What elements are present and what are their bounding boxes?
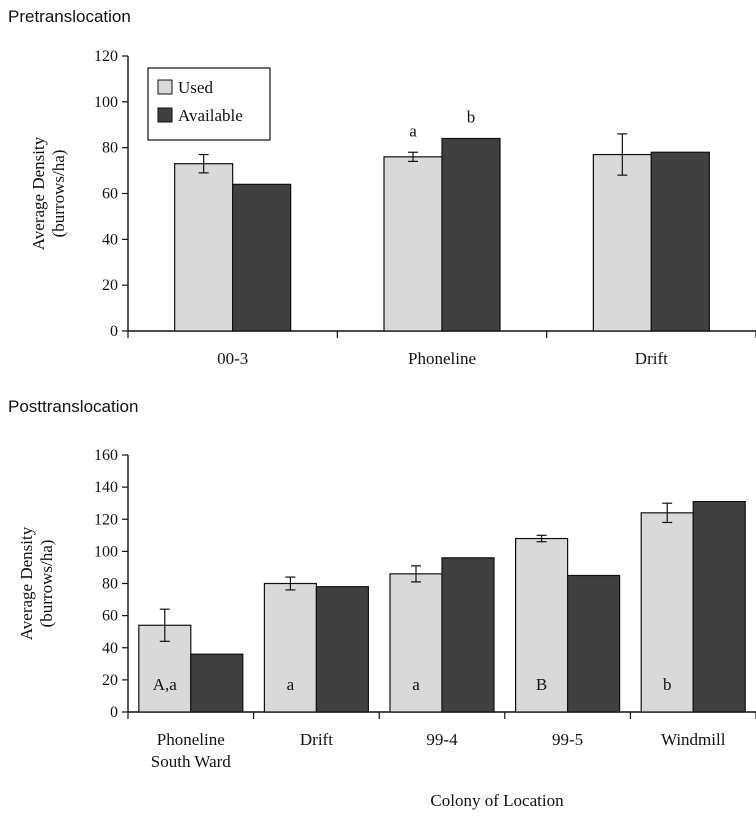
bar-available bbox=[232, 183, 292, 332]
y-tick-label: 100 bbox=[94, 94, 118, 111]
bar-used bbox=[174, 163, 234, 332]
x-tick-label: Phoneline bbox=[157, 730, 225, 749]
significance-label: A,a bbox=[153, 675, 178, 694]
x-tick-label: 00-3 bbox=[217, 349, 248, 368]
y-tick-label: 0 bbox=[110, 323, 118, 340]
legend-swatch-used bbox=[157, 79, 173, 95]
x-tick-label: Windmill bbox=[661, 730, 726, 749]
significance-label: b bbox=[663, 675, 672, 694]
bar-available bbox=[190, 653, 244, 713]
bar-used bbox=[592, 153, 652, 332]
x-axis-title: Colony of Location bbox=[430, 791, 564, 810]
bar-available bbox=[315, 586, 369, 713]
top-panel-title: Pretranslocation bbox=[8, 7, 131, 26]
x-tick-label: Drift bbox=[635, 349, 668, 368]
legend-label: Used bbox=[178, 78, 213, 97]
y-tick-label: 20 bbox=[102, 672, 118, 689]
bar-available bbox=[692, 500, 746, 713]
legend-swatch-available bbox=[157, 107, 173, 123]
y-tick-label: 20 bbox=[102, 277, 118, 294]
y-tick-label: 0 bbox=[110, 704, 118, 721]
legend-label: Available bbox=[178, 106, 243, 125]
y-tick-label: 60 bbox=[102, 608, 118, 625]
y-axis-title-line: Average Density bbox=[29, 136, 48, 250]
y-tick-label: 140 bbox=[94, 479, 118, 496]
significance-label: a bbox=[287, 675, 295, 694]
bar-available bbox=[566, 574, 621, 713]
significance-label: a bbox=[409, 121, 417, 140]
significance-label: a bbox=[412, 675, 420, 694]
x-tick-label: South Ward bbox=[151, 752, 232, 771]
y-tick-label: 120 bbox=[94, 48, 118, 65]
y-tick-label: 120 bbox=[94, 511, 118, 528]
bar-used bbox=[263, 582, 317, 713]
bar-used bbox=[383, 156, 443, 332]
y-tick-label: 80 bbox=[102, 576, 118, 593]
y-axis-title: Average Density(burrows/ha) bbox=[29, 136, 68, 250]
x-tick-label: Phoneline bbox=[408, 349, 476, 368]
bar-used bbox=[514, 537, 569, 713]
y-tick-label: 60 bbox=[102, 186, 118, 203]
bar-available bbox=[650, 151, 710, 332]
bottom-panel-title: Posttranslocation bbox=[8, 397, 139, 416]
y-axis-title-line: (burrows/ha) bbox=[49, 150, 68, 238]
x-tick-label: 99-5 bbox=[552, 730, 583, 749]
x-tick-label: 99-4 bbox=[426, 730, 458, 749]
significance-label: b bbox=[467, 108, 476, 127]
y-axis-title: Average Density(burrows/ha) bbox=[17, 526, 56, 640]
y-tick-label: 40 bbox=[102, 231, 118, 248]
significance-label: B bbox=[536, 675, 547, 694]
y-axis-title-line: Average Density bbox=[17, 526, 36, 640]
y-tick-label: 160 bbox=[94, 447, 118, 464]
y-tick-label: 40 bbox=[102, 640, 118, 657]
bar-available bbox=[441, 137, 501, 332]
y-tick-label: 100 bbox=[94, 543, 118, 560]
bar-used bbox=[389, 573, 443, 713]
y-tick-label: 80 bbox=[102, 140, 118, 157]
pretranslocation-chart: 0 20 40 60 80 100 120 Average Density(burrows/h… bbox=[29, 48, 756, 368]
x-tick-label: Drift bbox=[300, 730, 333, 749]
bar-available bbox=[441, 557, 495, 713]
y-axis-title-line: (burrows/ha) bbox=[37, 540, 56, 628]
